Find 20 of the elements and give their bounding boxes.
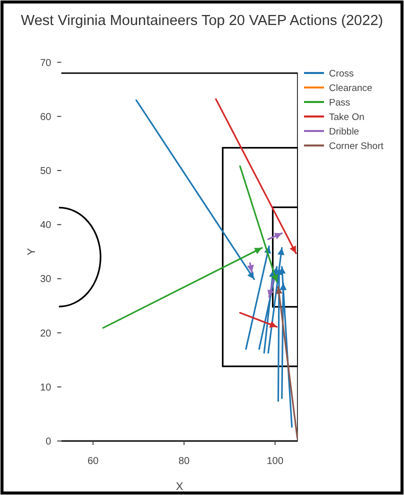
y-tick-label: 40: [40, 220, 52, 232]
x-tick-label: 80: [178, 456, 190, 467]
legend-label: Cross: [329, 68, 354, 80]
legend-label: Take On: [329, 112, 364, 123]
legend-label: Corner Short: [329, 141, 384, 152]
x-axis-title: X: [176, 481, 184, 493]
x-tick-label: 60: [87, 456, 100, 467]
y-tick-label: 30: [40, 274, 52, 286]
legend-label: Clearance: [329, 83, 372, 94]
legend-label: Dribble: [329, 126, 360, 138]
y-tick-label: 0: [46, 436, 52, 448]
chart-title: West Virginia Mountaineers Top 20 VAEP Actions (2022): [20, 13, 384, 29]
y-tick-label: 70: [40, 58, 52, 69]
y-axis-title: Y: [26, 247, 38, 256]
legend-label: Pass: [329, 98, 350, 108]
y-tick-label: 60: [40, 112, 52, 123]
y-tick-label: 10: [40, 382, 52, 394]
y-tick-label: 20: [40, 328, 52, 340]
y-tick-label: 50: [40, 166, 52, 177]
x-tick-label: 100: [266, 456, 284, 467]
